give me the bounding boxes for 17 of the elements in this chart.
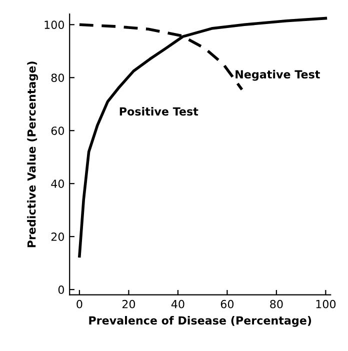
x-tick-label: 40 (171, 300, 184, 308)
line-series (78, 16, 328, 258)
y-tick-label: 20 (51, 232, 64, 241)
x-tick-label: 100 (316, 300, 336, 308)
x-axis-title: Prevalence of Disease (Percentage) (89, 316, 312, 327)
series-label: Positive Test (120, 107, 198, 116)
x-tick-label: 20 (122, 300, 136, 308)
x-tick-label: 80 (270, 300, 283, 308)
x-tick-label: 0 (76, 300, 82, 308)
y-axis-title: Predictive Value (Percentage) (27, 62, 38, 248)
series-label: Negative Test (236, 70, 320, 81)
y-tick-label: 40 (51, 180, 64, 188)
y-tick-label: 80 (51, 74, 64, 82)
y-tick-label: 60 (51, 126, 64, 135)
y-tick-label: 0 (58, 286, 64, 294)
x-tick-label: 60 (220, 300, 234, 308)
y-tick-label: 100 (44, 20, 64, 30)
